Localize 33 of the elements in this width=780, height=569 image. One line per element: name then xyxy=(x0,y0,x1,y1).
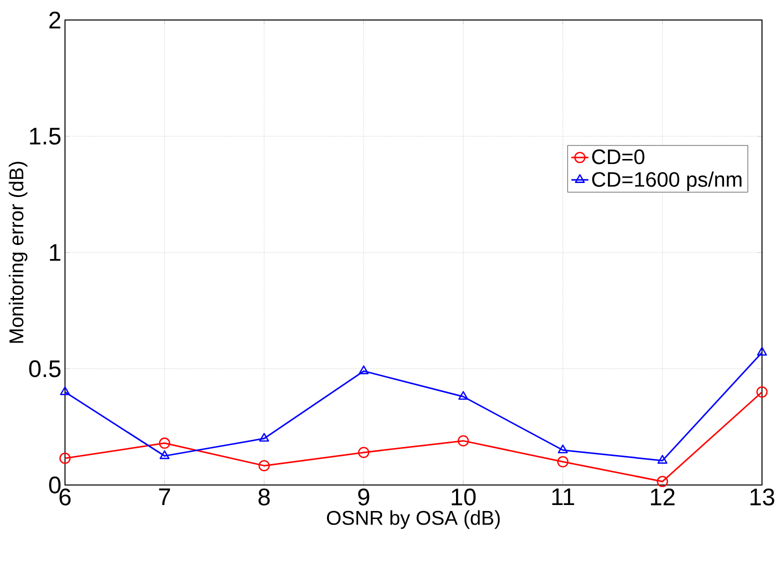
point xyxy=(158,438,170,449)
legend-label: CD=1600 ps/nm xyxy=(592,172,742,192)
point xyxy=(358,365,369,374)
y-tick-label: 0.5 xyxy=(29,360,60,378)
x-tick-label: 8 xyxy=(258,488,270,506)
x-tick-label: 7 xyxy=(159,488,170,505)
point xyxy=(358,446,370,458)
y-tick-label: 1 xyxy=(50,244,60,261)
point xyxy=(657,454,668,464)
point xyxy=(757,346,767,356)
point xyxy=(160,450,170,460)
x-tick-label: 12 xyxy=(650,488,675,506)
x-tick-label: 11 xyxy=(552,488,574,505)
x-axis-title: OSNR by OSA (dB) xyxy=(326,510,500,529)
legend-label: CD=0 xyxy=(592,149,644,164)
point xyxy=(458,435,469,446)
x-tick-label: 9 xyxy=(358,488,370,506)
point xyxy=(656,476,668,488)
y-axis-title: Monitoring error (dB) xyxy=(8,162,28,343)
point xyxy=(259,432,270,442)
point xyxy=(558,444,568,454)
x-tick-label: 13 xyxy=(750,488,774,506)
point xyxy=(458,391,468,400)
y-tick-label: 2 xyxy=(49,12,60,28)
y-tick-label: 0 xyxy=(49,476,61,494)
y-tick-label: 1.5 xyxy=(30,128,60,145)
point xyxy=(59,452,71,464)
point xyxy=(756,386,768,398)
point xyxy=(60,386,70,396)
point xyxy=(258,460,270,472)
x-tick-label: 10 xyxy=(452,488,476,506)
point xyxy=(557,456,568,468)
x-tick-label: 6 xyxy=(60,488,71,506)
